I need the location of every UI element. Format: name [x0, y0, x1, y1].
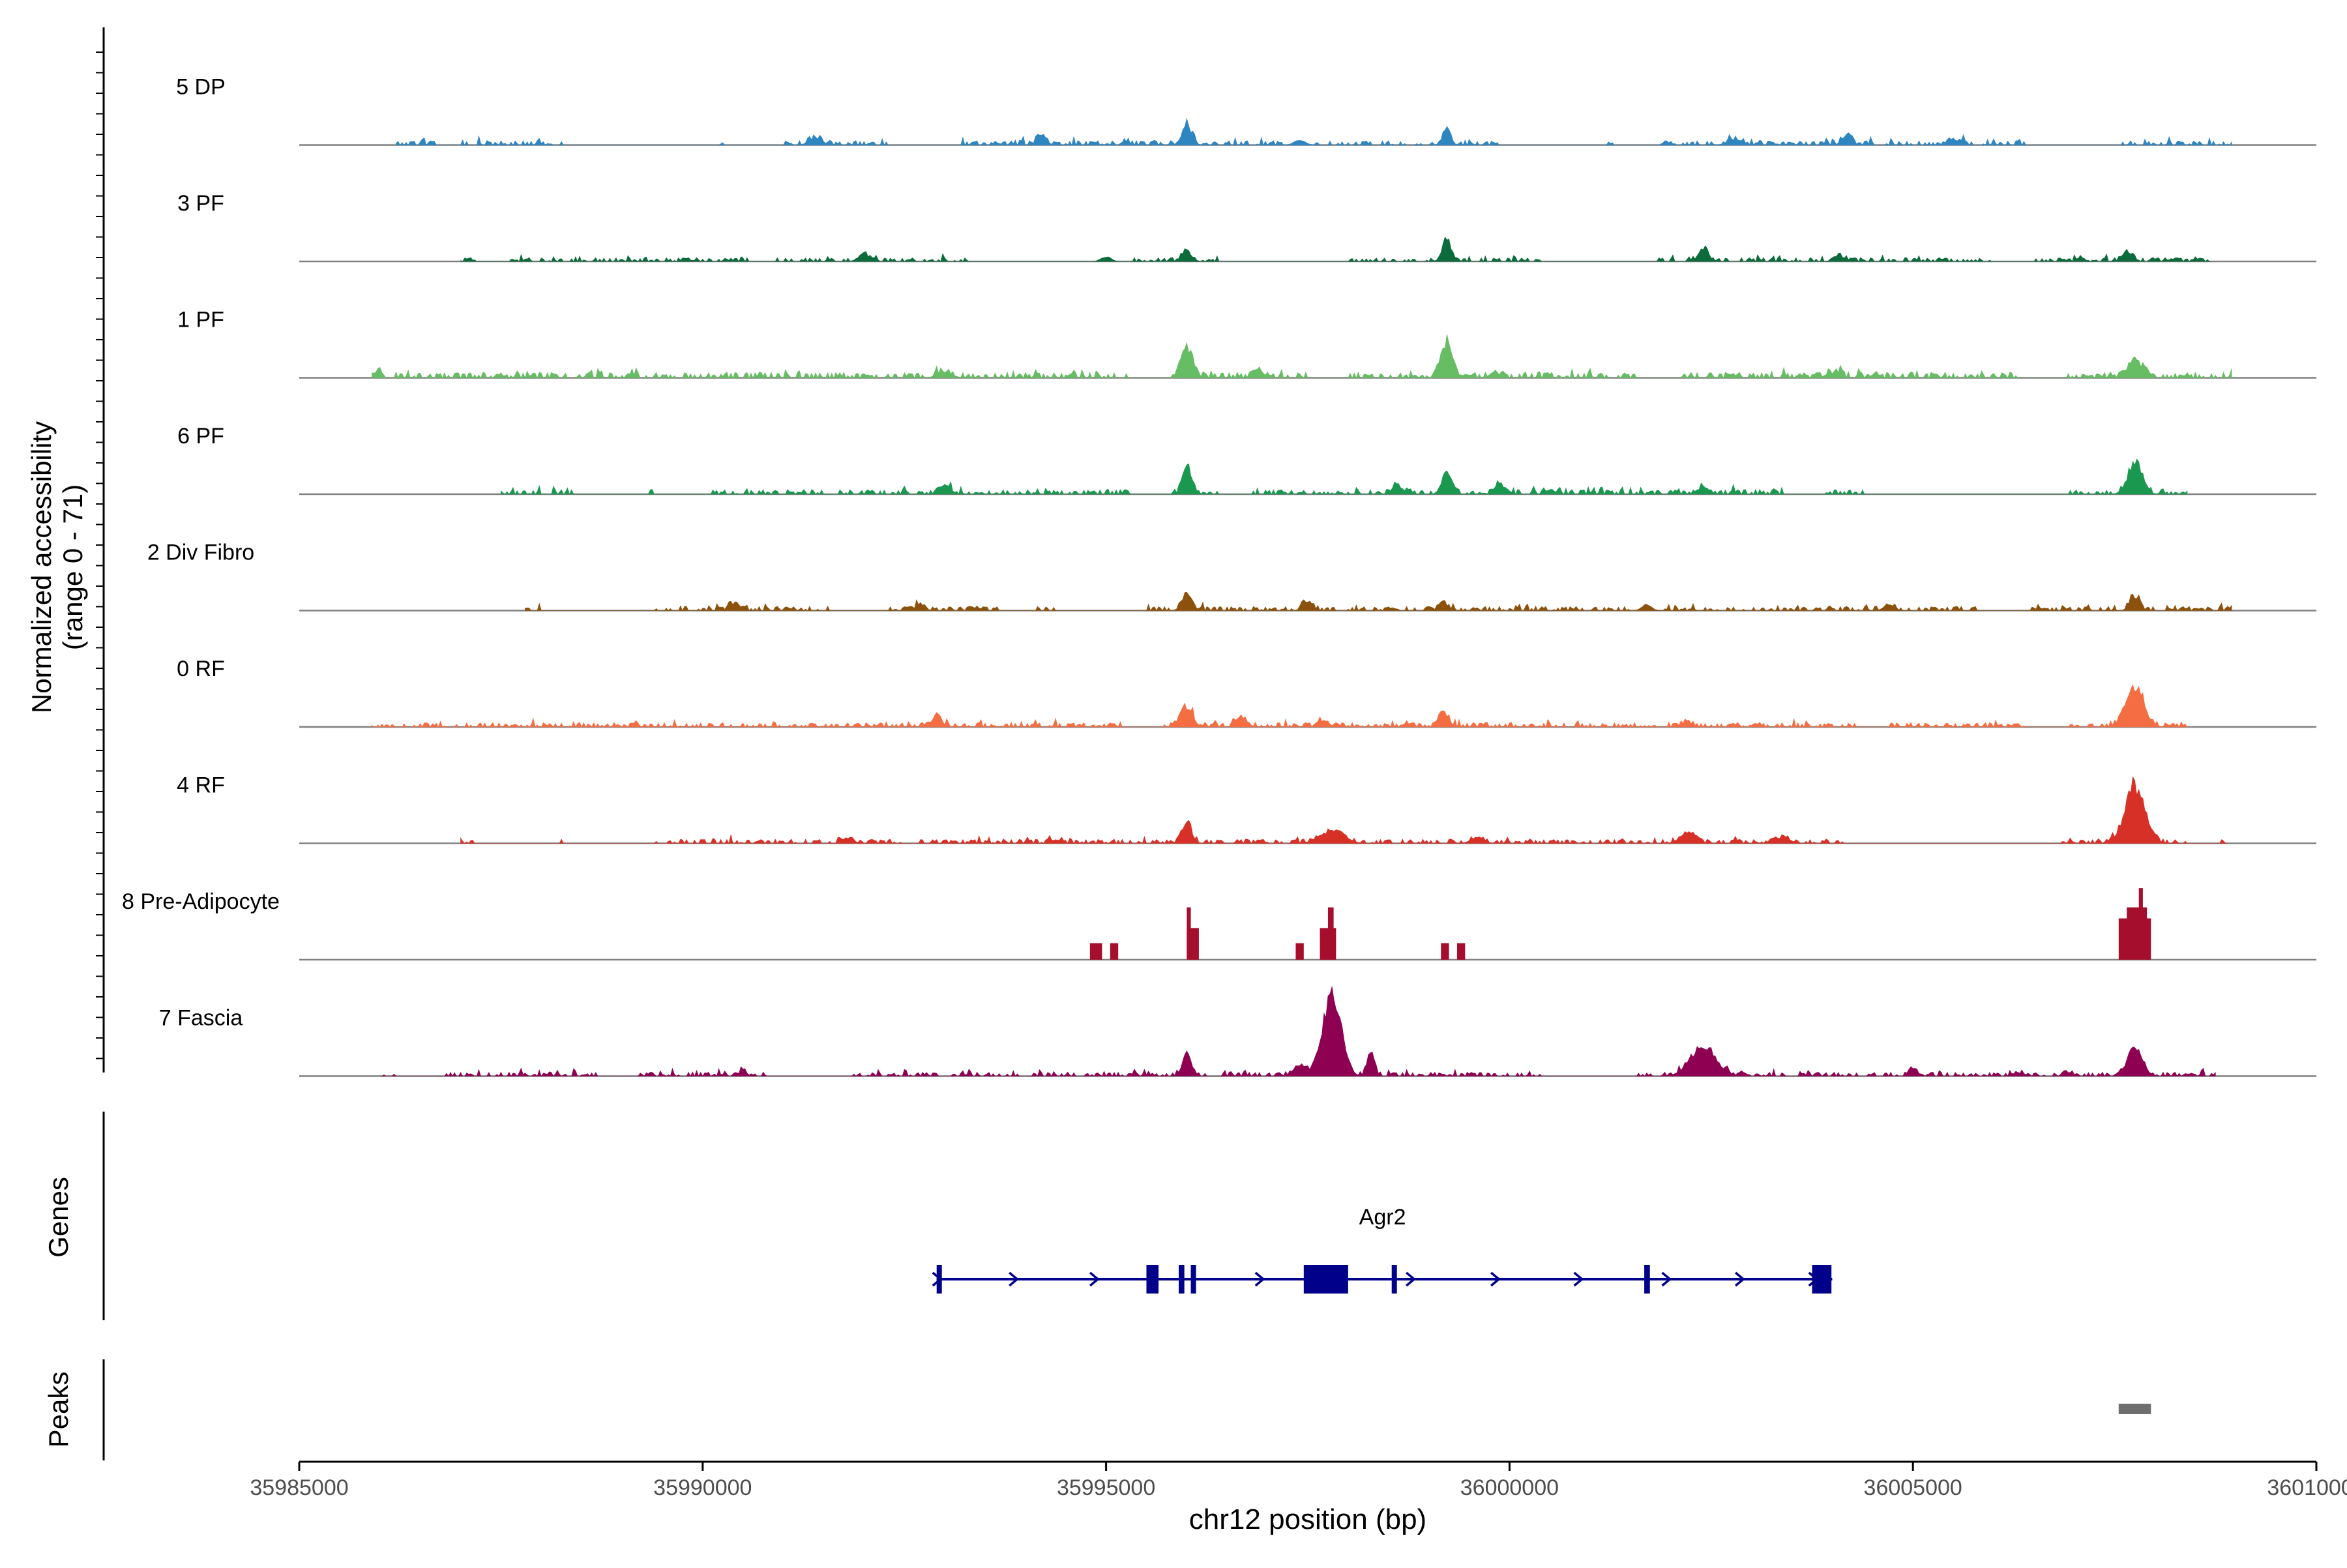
gene-name-label: Agr2: [1359, 1205, 1406, 1230]
coverage-block: [1441, 943, 1449, 960]
coverage-block: [1456, 943, 1466, 960]
track-label: 7 Fascia: [159, 1006, 243, 1031]
gene-strand-arrow: [1490, 1271, 1501, 1287]
gene-strand-arrow: [1661, 1271, 1672, 1287]
x-axis-tick-label: 36010000: [2267, 1475, 2347, 1500]
coverage-area: [396, 118, 2232, 146]
coverage-area: [379, 986, 2216, 1077]
track-label: 6 PF: [177, 424, 224, 449]
coverage-area: [525, 591, 2232, 612]
coverage-area: [501, 458, 2188, 495]
gene-exon: [1178, 1265, 1185, 1294]
coverage-block: [2127, 907, 2148, 960]
y-axis-label-group: Normalized accessibility (range 0 - 71): [26, 421, 88, 713]
chart-marks: 5 DP 3 PF 1 PF 6 PF 2 Div Fibro 0 RF 4 RF 8 Pre…: [96, 27, 2347, 1500]
peaks-track-label: Peaks: [43, 1372, 74, 1448]
gene-strand-arrow: [1009, 1271, 1020, 1287]
x-axis-tick-label: 35985000: [250, 1475, 348, 1500]
track-label: 5 DP: [176, 75, 226, 100]
x-axis-tick-label: 36005000: [1864, 1475, 1962, 1500]
track-label: 8 Pre-Adipocyte: [122, 889, 280, 914]
gene-strand-arrow: [1254, 1271, 1265, 1287]
gene-exon: [1303, 1265, 1348, 1294]
x-axis-tick-label: 35995000: [1057, 1475, 1155, 1500]
gene-exon: [1146, 1265, 1159, 1294]
coverage-area: [372, 684, 2188, 728]
gene-strand-arrow: [1573, 1271, 1584, 1287]
coverage-area: [460, 776, 2228, 844]
coverage-block: [1327, 907, 1334, 960]
gene-exon: [1190, 1265, 1196, 1294]
x-axis-tick-label: 36000000: [1460, 1475, 1559, 1500]
genes-track-label-group: Genes: [43, 1177, 74, 1258]
gene-strand-arrow: [1406, 1271, 1416, 1287]
peaks-track-label-group: Peaks: [43, 1372, 74, 1448]
y-axis-label: Normalized accessibility: [26, 421, 57, 713]
coverage-area: [460, 236, 2212, 262]
x-axis-label: chr12 position (bp): [1189, 1503, 1426, 1535]
y-axis-label-range: (range 0 - 71): [57, 484, 88, 650]
track-label: 4 RF: [177, 773, 225, 798]
genes-track-label: Genes: [43, 1177, 74, 1258]
track-label: 2 Div Fibro: [147, 540, 254, 565]
x-axis-tick-label: 35990000: [653, 1475, 752, 1500]
track-label: 3 PF: [177, 191, 224, 216]
coverage-block: [2138, 888, 2143, 960]
coverage-block: [1110, 943, 1119, 960]
gene-strand-arrow: [1734, 1271, 1745, 1287]
gene-exon: [936, 1265, 942, 1294]
gene-exon: [1644, 1265, 1650, 1294]
track-label: 1 PF: [177, 308, 224, 333]
coverage-block: [1089, 943, 1102, 960]
coverage-area: [372, 334, 2232, 379]
coverage-block: [1187, 907, 1191, 960]
peak-region: [2118, 1404, 2151, 1414]
coverage-block: [1295, 943, 1304, 960]
gene-exon: [1812, 1265, 1832, 1294]
track-label: 0 RF: [177, 657, 225, 681]
gene-strand-arrow: [1089, 1271, 1100, 1287]
gene-exon: [1391, 1265, 1397, 1294]
